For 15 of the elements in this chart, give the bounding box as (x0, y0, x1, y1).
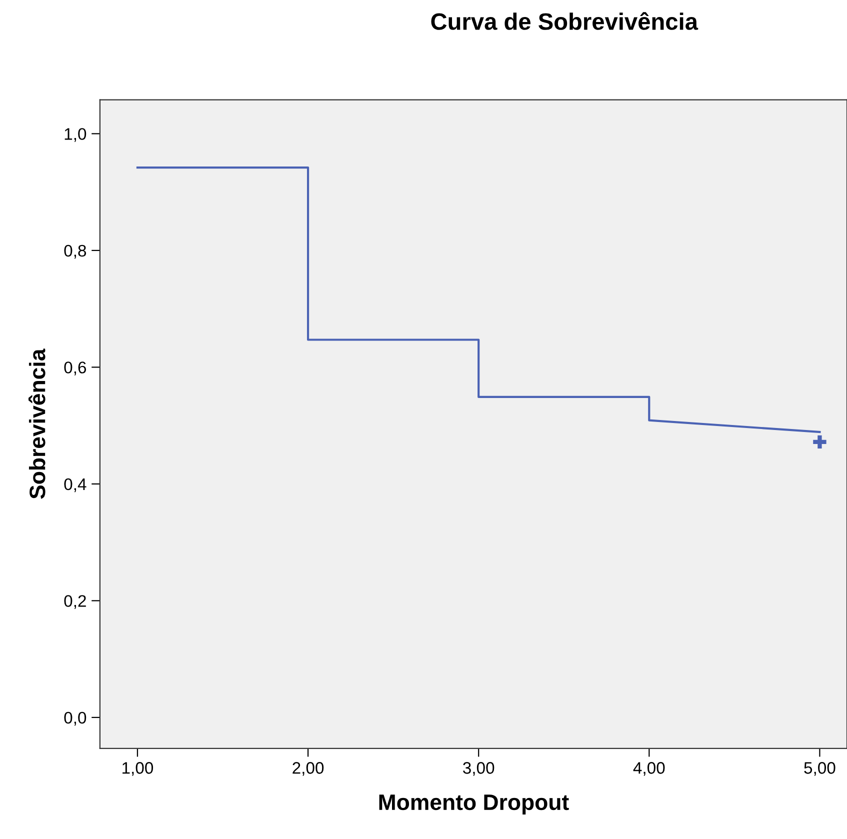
y-axis-title: Sobrevivência (28, 348, 46, 499)
x-tick-label: 1,00 (122, 762, 154, 776)
y-tick-label: 1,0 (64, 128, 86, 142)
y-tick-label: 0,4 (64, 478, 86, 492)
x-tick-label: 3,00 (463, 762, 494, 776)
x-axis-title: Momento Dropout (379, 794, 569, 814)
x-tick-label: 5,00 (804, 762, 836, 776)
y-tick-label: 0,2 (64, 595, 86, 609)
y-tick-label: 0,6 (64, 362, 86, 376)
x-tick-label: 4,00 (633, 762, 665, 776)
x-tick-label: 2,00 (292, 762, 324, 776)
line-series (136, 166, 821, 434)
y-tick-label: 0,8 (64, 244, 86, 259)
chart-title: Curva de Sobrevivência (431, 12, 698, 30)
y-tick-label: 0,0 (64, 712, 86, 726)
